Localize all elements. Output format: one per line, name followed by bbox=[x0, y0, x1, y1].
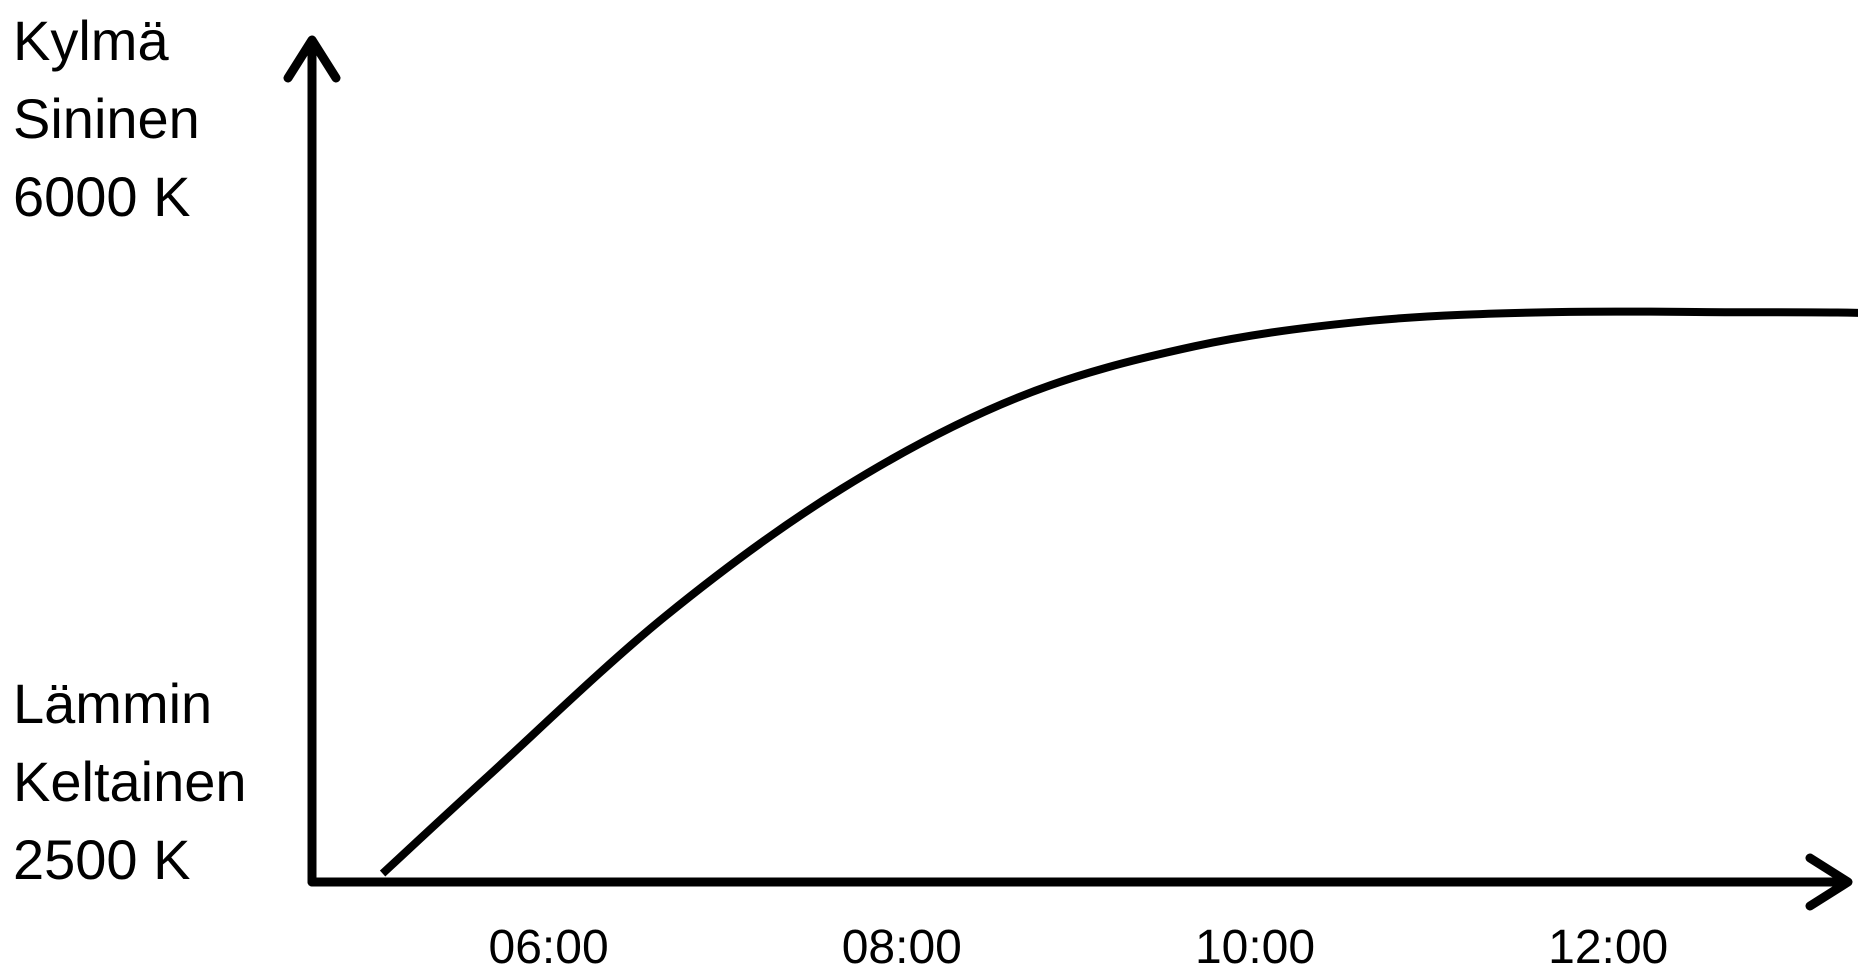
y-label-bottom-line-2: Keltainen bbox=[13, 750, 247, 813]
y-label-top: Kylmä Sininen 6000 K bbox=[13, 2, 200, 236]
y-label-bottom: Lämmin Keltainen 2500 K bbox=[13, 665, 247, 899]
x-tick-label: 06:00 bbox=[489, 921, 609, 970]
x-tick-label: 08:00 bbox=[842, 921, 962, 970]
y-label-bottom-line-3: 2500 K bbox=[13, 828, 191, 891]
x-axis-arrowhead bbox=[1805, 853, 1853, 911]
y-label-bottom-line-1: Lämmin bbox=[13, 672, 213, 735]
axes bbox=[283, 35, 1853, 911]
y-label-top-line-1: Kylmä bbox=[13, 9, 169, 72]
curve-layer bbox=[379, 307, 1858, 877]
y-axis-arrowhead bbox=[283, 35, 341, 83]
x-tick-label: 10:00 bbox=[1195, 921, 1315, 970]
y-label-top-line-3: 6000 K bbox=[13, 165, 191, 228]
y-label-top-line-2: Sininen bbox=[13, 87, 200, 150]
series-line bbox=[379, 307, 1858, 877]
x-tick-label: 12:00 bbox=[1548, 921, 1668, 970]
